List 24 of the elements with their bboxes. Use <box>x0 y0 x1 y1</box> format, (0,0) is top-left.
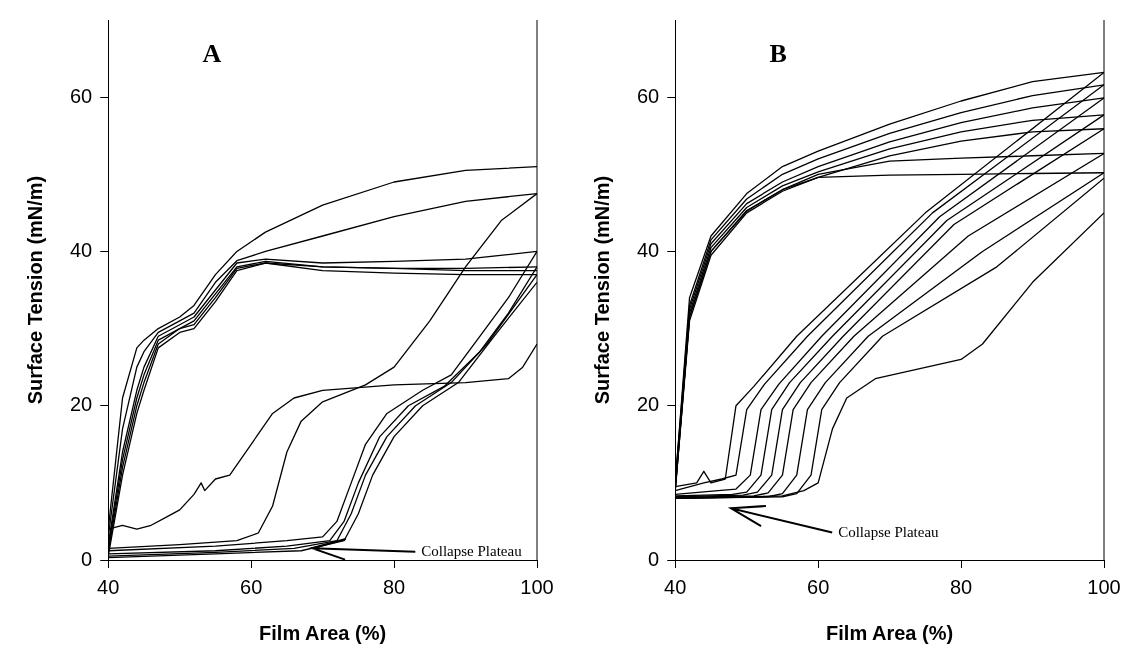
y-tick-label: 60 <box>70 84 93 107</box>
x-tick-label: 100 <box>520 575 554 598</box>
y-tick-label: 40 <box>70 238 93 261</box>
x-tick-label: 40 <box>97 575 120 598</box>
y-tick-label: 0 <box>81 547 93 570</box>
x-tick-label: 60 <box>807 575 830 598</box>
y-tick-label: 0 <box>648 547 660 570</box>
y-axis-title: Surface Tension (mN/m) <box>23 175 46 405</box>
x-axis-title: Film Area (%) <box>826 621 954 644</box>
y-tick-label: 20 <box>70 393 93 416</box>
y-tick-label: 20 <box>637 393 660 416</box>
y-tick-label: 40 <box>637 238 660 261</box>
annotation: A <box>202 38 222 68</box>
x-tick-label: 40 <box>664 575 687 598</box>
x-tick-label: 60 <box>240 575 263 598</box>
x-tick-label: 100 <box>1087 575 1121 598</box>
x-tick-label: 80 <box>382 575 406 598</box>
annotation: Collapse Plateau <box>421 542 523 559</box>
y-tick-label: 60 <box>637 84 660 107</box>
annotation: Collapse Plateau <box>838 523 940 540</box>
x-axis-title: Film Area (%) <box>259 621 387 644</box>
annotation: B <box>769 38 787 68</box>
x-tick-label: 80 <box>949 575 973 598</box>
y-axis-title: Surface Tension (mN/m) <box>590 175 613 405</box>
